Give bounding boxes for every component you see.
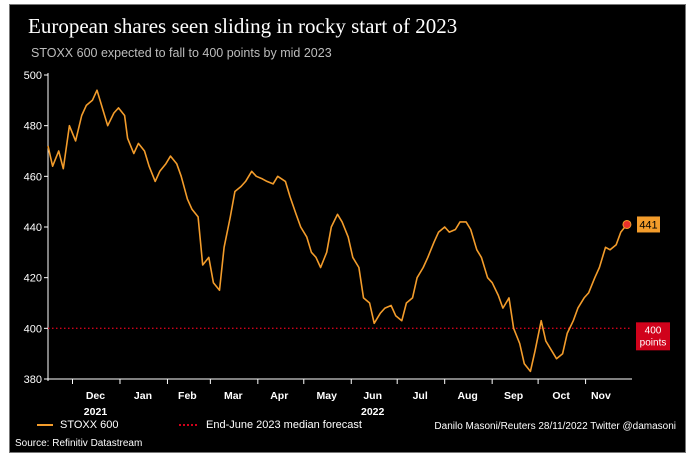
- chart-subtitle: STOXX 600 expected to fall to 400 points…: [31, 46, 332, 60]
- x-tick-label-may: May: [317, 390, 338, 402]
- legend-forecast-label: End-June 2023 median forecast: [206, 419, 362, 431]
- x-tick-label-apr: Apr: [270, 390, 288, 402]
- badge-441: [637, 216, 660, 233]
- last-point-marker: [622, 219, 632, 229]
- y-tick-label-480: 480: [24, 121, 42, 133]
- y-tick-label-440: 440: [24, 222, 42, 234]
- legend-stoxx: STOXX 600: [37, 419, 119, 431]
- y-tick-label-400: 400: [24, 323, 42, 335]
- x-tick-label-sep: Sep: [504, 390, 523, 402]
- x-tick-label-feb: Feb: [178, 390, 197, 402]
- x-year-label-2021: 2021: [84, 406, 108, 418]
- x-tick-label-jan: Jan: [134, 390, 152, 402]
- legend-forecast-swatch: [179, 424, 197, 426]
- chart-frame: European shares seen sliding in rocky st…: [9, 4, 686, 453]
- x-tick-label-jun: Jun: [363, 390, 382, 402]
- legend-stoxx-label: STOXX 600: [60, 419, 119, 431]
- x-tick-label-nov: Nov: [591, 390, 611, 402]
- line-chart: 380 400 420 440 460 480 500 Dec Jan Feb Mar Apr May J…: [24, 70, 670, 418]
- legend-stoxx-swatch: [37, 424, 53, 426]
- x-tick-label-aug: Aug: [457, 390, 477, 402]
- legend-forecast: End-June 2023 median forecast: [179, 419, 362, 431]
- x-tick-label-jul: Jul: [413, 390, 428, 402]
- badge-441-text: 441: [639, 219, 657, 231]
- badge-400: [636, 322, 670, 351]
- source-line: Source: Refinitiv Datastream: [15, 438, 143, 449]
- x-year-label-2022: 2022: [361, 406, 385, 418]
- badge-400-text: 400: [645, 325, 662, 336]
- stoxx-600-line: [47, 89, 628, 373]
- y-tick-label-380: 380: [24, 374, 42, 386]
- y-tick-label-500: 500: [24, 70, 42, 82]
- badge-400-text-2: points: [640, 337, 667, 348]
- x-tick-label-mar: Mar: [224, 390, 243, 402]
- x-tick-label-dec: Dec: [86, 390, 105, 402]
- chart-title: European shares seen sliding in rocky st…: [28, 14, 458, 38]
- y-tick-label-420: 420: [24, 273, 42, 285]
- x-tick-label-oct: Oct: [552, 390, 570, 402]
- credit-line: Danilo Masoni/Reuters 28/11/2022 Twitter…: [434, 421, 676, 432]
- y-tick-label-460: 460: [24, 171, 42, 183]
